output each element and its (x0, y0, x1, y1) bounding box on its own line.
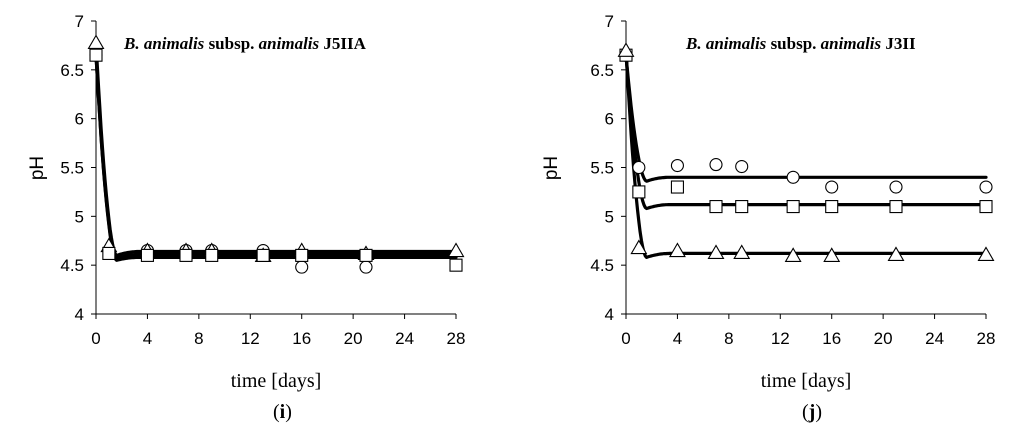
data-point-circle (786, 170, 800, 184)
data-point-triangle (733, 244, 751, 260)
fit-line-triangle (94, 40, 458, 257)
data-point-square (786, 200, 800, 214)
data-point-triangle (707, 244, 725, 260)
data-point-square (205, 248, 219, 262)
data-point-square (449, 258, 463, 272)
data-point-square (179, 248, 193, 262)
data-point-square (295, 248, 309, 262)
data-point-square (632, 185, 646, 199)
data-point-triangle (823, 247, 841, 262)
data-point-square (709, 200, 723, 214)
x-tick-label: 4 (673, 329, 682, 348)
data-point-square (102, 246, 116, 260)
data-point-circle (979, 180, 993, 194)
x-tick-label: 24 (395, 329, 414, 348)
y-axis-label: pH (541, 156, 562, 180)
chart-title: B. animalis subsp. animalis J5IIA (123, 34, 367, 53)
panel-label: (i) (273, 401, 292, 423)
x-tick-label: 0 (91, 329, 100, 348)
data-point-circle (359, 260, 373, 274)
fit-line-circle (624, 53, 988, 183)
panel-label-letter: i (280, 401, 286, 423)
data-point-triangle (447, 242, 465, 258)
data-point-circle (889, 180, 903, 194)
y-tick-label: 5 (75, 207, 84, 226)
chart-title-part: J3II (881, 34, 916, 53)
x-tick-label: 16 (822, 329, 841, 348)
data-point-square (825, 200, 839, 214)
data-point-circle (632, 160, 646, 175)
y-tick-label: 4 (605, 305, 614, 324)
x-tick-label: 28 (977, 329, 996, 348)
chart-title-part: J5IIA (319, 34, 366, 53)
data-point-square (89, 48, 103, 62)
data-point-circle (825, 180, 839, 194)
panel-label-paren: ) (815, 401, 822, 423)
panel-label-paren: ( (273, 401, 280, 423)
data-point-square (979, 200, 993, 214)
y-axis-label: pH (27, 156, 48, 180)
y-tick-label: 7 (75, 12, 84, 31)
x-tick-label: 8 (194, 329, 203, 348)
data-point-square (140, 248, 154, 262)
data-point-triangle (668, 242, 686, 258)
x-tick-label: 16 (292, 329, 311, 348)
y-tick-label: 5.5 (590, 159, 614, 178)
panel-label-paren: ( (802, 401, 809, 423)
data-point-square (670, 180, 684, 194)
y-tick-label: 6 (605, 110, 614, 129)
x-tick-label: 20 (344, 329, 363, 348)
fit-line-square (94, 53, 458, 260)
fit-line-square (624, 53, 988, 211)
x-tick-label: 20 (874, 329, 893, 348)
data-point-circle (670, 158, 684, 173)
chart-title-part: subsp. (766, 34, 820, 53)
x-tick-label: 8 (724, 329, 733, 348)
data-point-square (889, 200, 903, 214)
data-point-triangle (977, 246, 995, 261)
x-axis-label: time [days] (761, 370, 852, 392)
x-tick-label: 0 (621, 329, 630, 348)
data-point-circle (735, 159, 749, 174)
y-tick-label: 6.5 (60, 61, 84, 80)
data-point-triangle (87, 34, 105, 50)
chart-title-part: animalis (821, 34, 882, 53)
y-tick-label: 4 (75, 305, 84, 324)
data-point-square (359, 248, 373, 262)
y-tick-label: 5.5 (60, 159, 84, 178)
y-tick-label: 6.5 (590, 61, 614, 80)
y-tick-label: 5 (605, 207, 614, 226)
panel-label-paren: ) (285, 401, 292, 423)
x-tick-label: 24 (925, 329, 944, 348)
fit-line-triangle (624, 48, 988, 259)
chart-title-part: B. animalis (685, 34, 767, 53)
chart-title-part: B. animalis (123, 34, 205, 53)
y-tick-label: 7 (605, 12, 614, 31)
chart-title: B. animalis subsp. animalis J3II (685, 34, 916, 53)
data-point-square (735, 200, 749, 214)
x-tick-label: 4 (143, 329, 152, 348)
chart-title-part: subsp. (204, 34, 258, 53)
x-tick-label: 12 (241, 329, 260, 348)
data-point-circle (295, 260, 309, 274)
y-tick-label: 6 (75, 110, 84, 129)
x-tick-label: 12 (771, 329, 790, 348)
x-axis-label: time [days] (231, 370, 322, 392)
data-point-triangle (784, 247, 802, 262)
y-tick-label: 4.5 (590, 256, 614, 275)
chart-title-part: animalis (259, 34, 320, 53)
x-tick-label: 28 (447, 329, 466, 348)
y-tick-label: 4.5 (60, 256, 84, 275)
fit-line-circle (94, 53, 458, 262)
data-point-triangle (630, 239, 648, 255)
data-point-triangle (887, 246, 905, 261)
data-point-circle (709, 158, 723, 172)
panel-label: (j) (802, 401, 822, 423)
data-point-square (256, 248, 270, 262)
panel-label-letter: j (808, 401, 816, 423)
data-point-triangle (617, 42, 635, 57)
